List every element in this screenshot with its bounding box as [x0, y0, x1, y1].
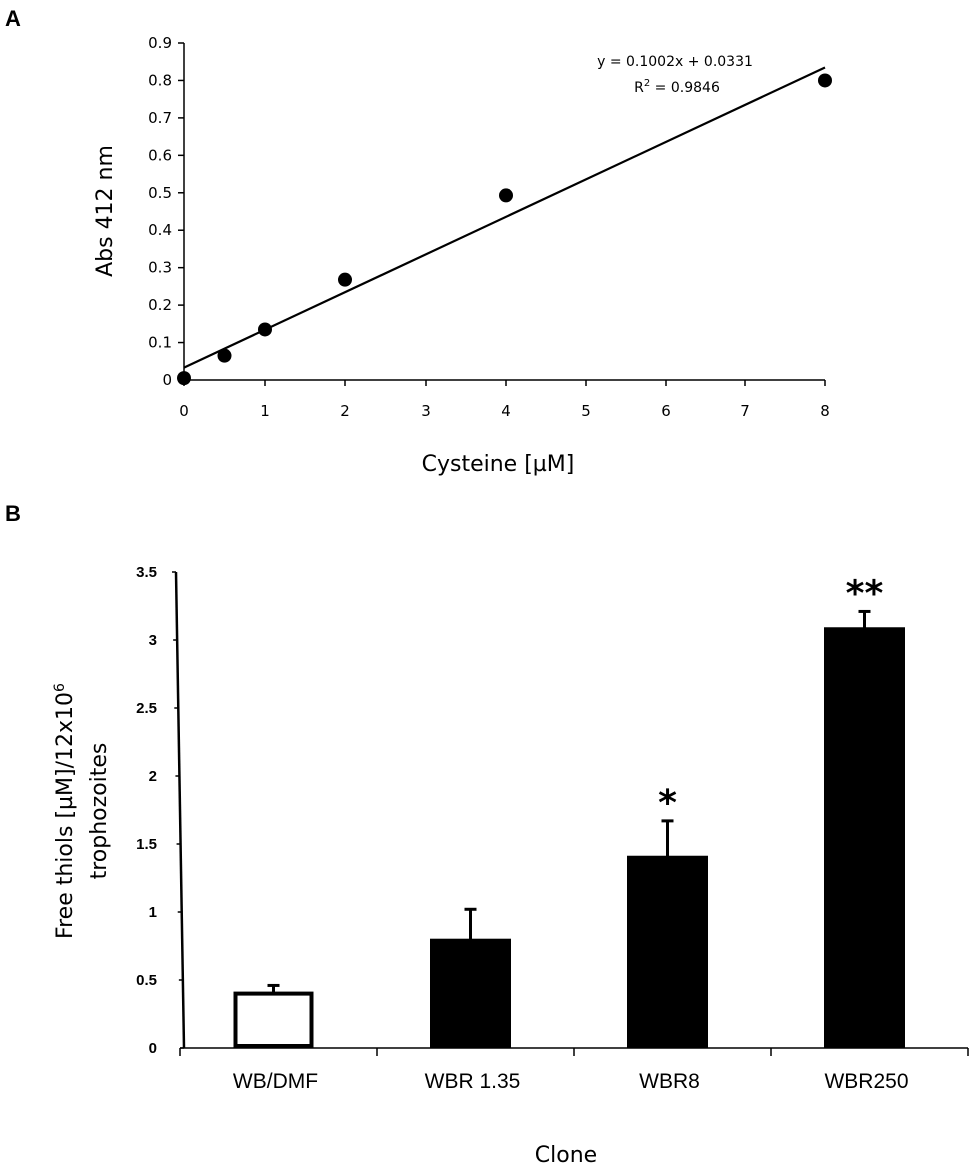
- panel-b-y-tick-label: 0.5: [136, 972, 157, 989]
- panel-a-data-point: [338, 272, 352, 287]
- ylabel-line1-text: Free thiols [µM]/12x10: [53, 692, 78, 939]
- panel-b-y-tick-label: 3: [149, 632, 157, 649]
- panel-b-bar: [627, 855, 708, 1049]
- panel-b-y-tick-label: 2: [149, 768, 157, 785]
- panel-b-y-tick-label: 1: [149, 904, 157, 921]
- panel-a-y-tick-label: 0.5: [148, 184, 172, 202]
- panel-a-y-tick-label: 0: [162, 371, 172, 389]
- panel-a-y-tick-label: 0.6: [148, 146, 172, 164]
- panel-a-y-tick-label: 0.8: [148, 71, 172, 89]
- panel-a-data-point: [217, 348, 232, 363]
- panel-b-y-tick-label: 1.5: [136, 836, 157, 853]
- panel-b-bar: [824, 627, 905, 1049]
- panel-a-x-tick-label: 3: [421, 402, 431, 420]
- panel-a-y-tick-label: 0.3: [148, 259, 172, 277]
- panel-a-y-tick-label: 0.9: [148, 34, 172, 52]
- panel-b-significance-marker: **: [846, 573, 884, 614]
- panel-b-category-label: WBR250: [824, 1070, 908, 1093]
- panel-b-letter: B: [5, 501, 21, 526]
- panel-b-category-label: WB/DMF: [233, 1070, 318, 1093]
- panel-a-data-point: [177, 371, 191, 386]
- panel-b-x-label: Clone: [535, 1143, 597, 1168]
- panel-b-bars: ***: [233, 573, 905, 1049]
- ylabel-line1-sup: 6: [52, 683, 68, 692]
- panel-a-x-tick-label: 2: [340, 402, 350, 420]
- panel-a-y-tick-label: 0.4: [148, 221, 172, 239]
- panel-b-x-ticks: WB/DMF WBR 1.35 WBR8 WBR250: [179, 1048, 969, 1093]
- r2-sup: 2: [644, 78, 650, 89]
- panel-a-y-tick-label: 0.2: [148, 296, 172, 314]
- panel-a-x-tick-label: 1: [260, 402, 270, 420]
- panel-a-x-ticks: 0 1 2 3 4 5 6 7 8: [179, 380, 830, 420]
- panel-a-r-squared: R2 = 0.9846: [634, 78, 720, 96]
- panel-b-significance-marker: *: [658, 783, 677, 824]
- panel-b-y-axis: [174, 571, 186, 1049]
- panel-b-y-tick-label: 0: [149, 1040, 157, 1057]
- panel-a-x-tick-label: 7: [740, 402, 750, 420]
- panel-a-x-tick-label: 6: [661, 402, 671, 420]
- panel-a-y-ticks: 0 0.1 0.2 0.3 0.4 0.5 0.6 0.7 0.8 0.9: [148, 34, 184, 389]
- r2-value: = 0.9846: [650, 80, 720, 96]
- panel-a-letter: A: [5, 6, 21, 31]
- panel-a-plot: [183, 43, 825, 381]
- panel-b-category-label: WBR8: [639, 1070, 700, 1093]
- panel-b-bar: [233, 991, 314, 1048]
- panel-a-trendline: [183, 66, 826, 369]
- panel-a-data-point: [818, 73, 832, 88]
- panel-a-x-tick-label: 4: [501, 402, 511, 420]
- panel-a-trendline-group: [183, 66, 826, 369]
- r2-r: R: [634, 80, 644, 96]
- panel-b-y-tick-label: 2.5: [136, 700, 157, 717]
- panel-a-equation: y = 0.1002x + 0.0331: [597, 54, 753, 70]
- panel-b-y-label-line2: trophozoites: [87, 743, 112, 880]
- panel-a-data-point: [258, 322, 272, 337]
- panel-b-y-tick-label: 3.5: [136, 564, 157, 581]
- panel-a-x-tick-label: 8: [820, 402, 830, 420]
- panel-a-y-label: Abs 412 nm: [93, 145, 118, 277]
- panel-a-data-point: [499, 188, 513, 203]
- panel-a-points: [177, 73, 832, 386]
- panel-a-y-tick-label: 0.1: [148, 334, 172, 352]
- panel-a-x-tick-label: 0: [179, 402, 189, 420]
- panel-a-x-label: Cysteine [µM]: [422, 452, 575, 477]
- panel-b-y-label-line1: Free thiols [µM]/12x106: [52, 683, 78, 939]
- panel-b-category-label: WBR 1.35: [425, 1070, 521, 1093]
- panel-a-x-tick-label: 5: [581, 402, 591, 420]
- panel-a-y-tick-label: 0.7: [148, 109, 172, 127]
- panel-b-bar: [430, 938, 511, 1049]
